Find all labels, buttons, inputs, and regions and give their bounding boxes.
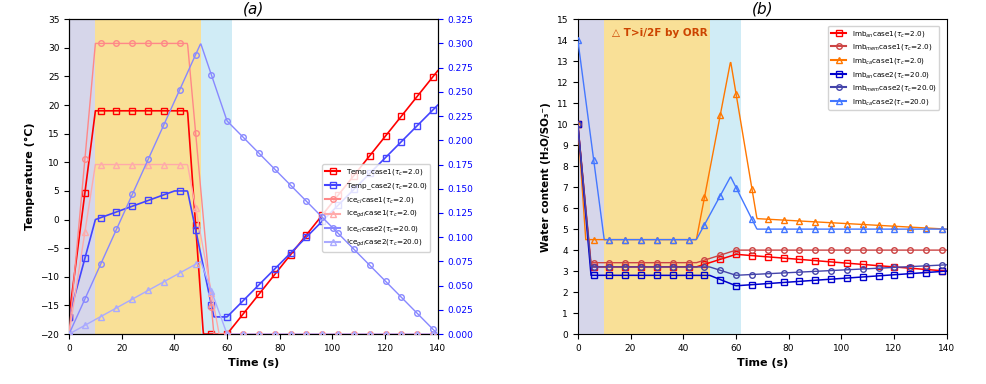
Bar — [578, 19, 604, 334]
Bar — [69, 19, 96, 334]
Bar — [710, 19, 741, 334]
Title: (a): (a) — [243, 2, 264, 17]
Bar — [96, 19, 201, 334]
X-axis label: Time (s): Time (s) — [737, 358, 788, 368]
Legend: lmb$_{an}$case1($\tau_c$=2.0), lmb$_{mem}$case1($\tau_c$=2.0), lmb$_{ca}$case1($: lmb$_{an}$case1($\tau_c$=2.0), lmb$_{mem… — [828, 26, 940, 110]
X-axis label: Time (s): Time (s) — [228, 358, 279, 368]
Bar — [201, 19, 233, 334]
Bar — [604, 19, 710, 334]
Title: (b): (b) — [751, 2, 773, 17]
Y-axis label: Water content (H₂O/SO₃⁻): Water content (H₂O/SO₃⁻) — [541, 102, 551, 252]
Text: △ T>i/2F by ORR: △ T>i/2F by ORR — [612, 28, 708, 38]
Legend: Temp_case1($\tau_c$=2.0), Temp_case2($\tau_c$=20.0), Ice$_{cl}$case1($\tau_c$=2.: Temp_case1($\tau_c$=2.0), Temp_case2($\t… — [322, 164, 431, 252]
Y-axis label: Temperature (°C): Temperature (°C) — [25, 123, 35, 230]
